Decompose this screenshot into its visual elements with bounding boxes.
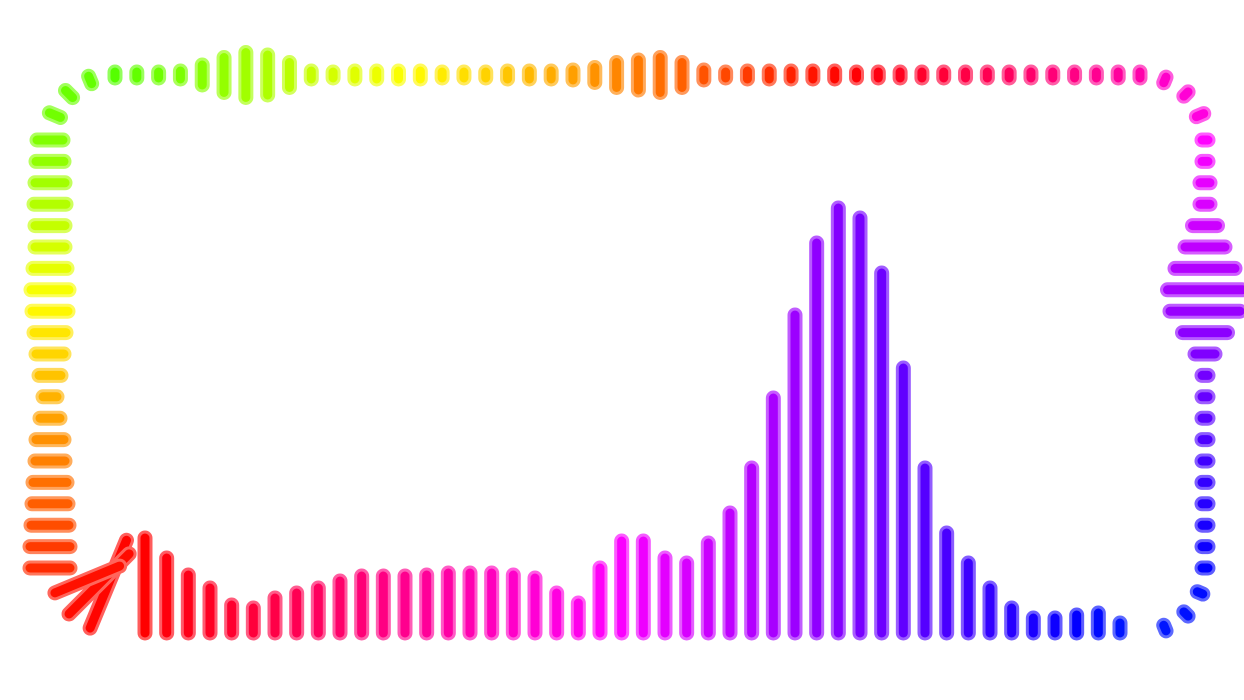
capsule-core [1159,620,1171,636]
capsule [1189,584,1211,602]
capsule [41,105,68,125]
capsule-core [50,561,125,598]
capsule [58,83,81,106]
capsule [1156,69,1174,91]
capsule [1156,617,1174,639]
capsule-core [61,86,78,103]
capsule-core [84,71,97,89]
capsule-core [1192,587,1208,599]
capsule-core [1179,607,1193,621]
capsule [1176,84,1196,104]
capsule-core [44,108,65,122]
capsule [1176,604,1196,624]
capsule-core [1191,109,1209,122]
capsule-core [1179,87,1193,101]
capsule [47,558,128,601]
capsule [81,68,100,92]
capsule [1188,106,1212,125]
capsule-core [1159,72,1171,88]
